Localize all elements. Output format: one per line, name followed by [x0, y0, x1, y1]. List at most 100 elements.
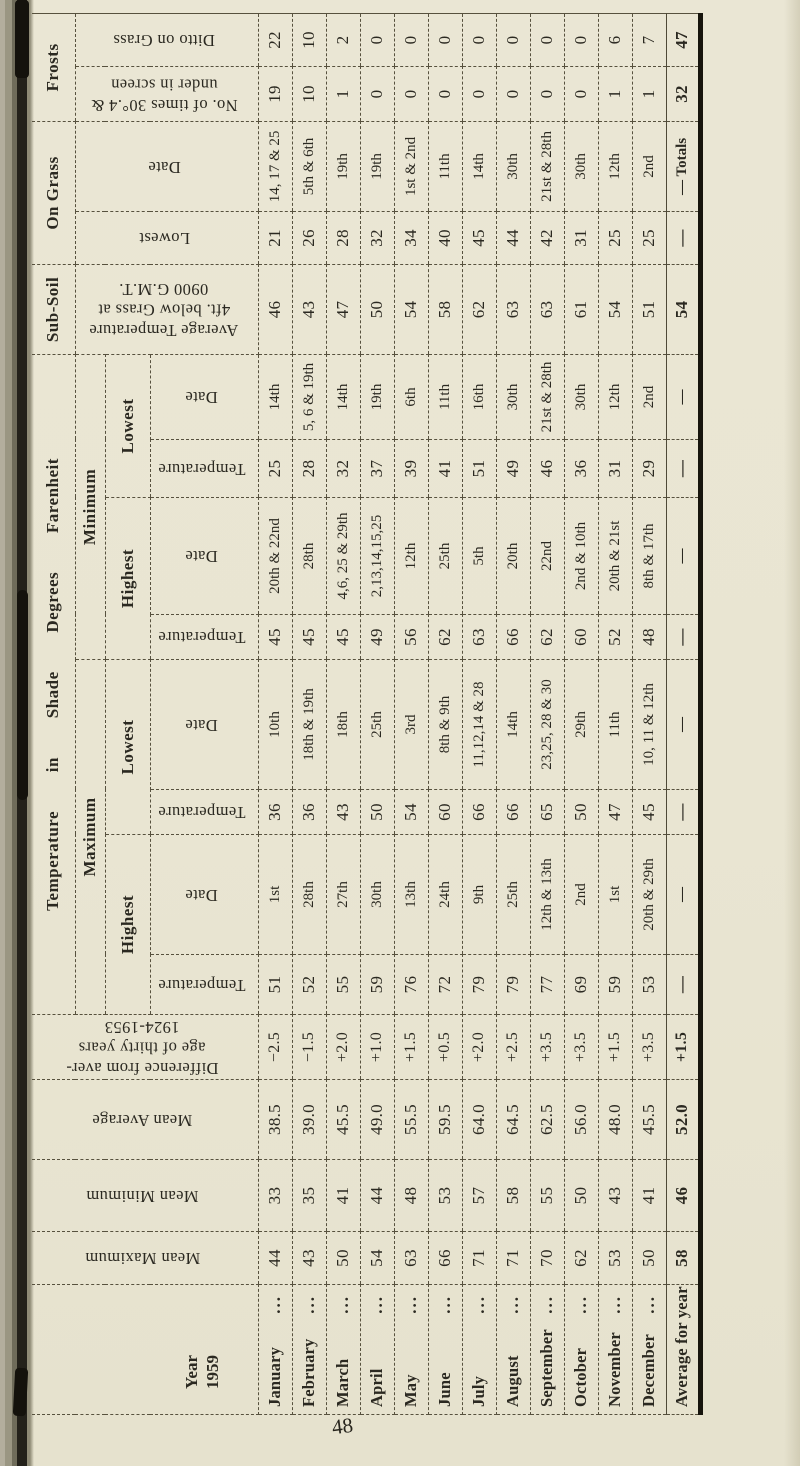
cell-frost-grass: 7: [632, 13, 666, 67]
cell-frost-grass: 0: [394, 13, 428, 67]
row-label: November...: [598, 1284, 632, 1415]
month-row: May... 63 48 55.5 +1.5 76 13th 54 3rd 56…: [394, 13, 428, 1415]
cell-grass-date: 19th: [360, 121, 394, 212]
cell-mean-minimum: 53: [428, 1159, 462, 1232]
rotated-table-container: Year 1959 Mean Maximum Mean Minimum Mean…: [32, 12, 704, 1415]
cell-mean-average: 55.5: [394, 1079, 428, 1160]
cell-min-lowest-date: 30th: [496, 354, 530, 440]
cell-subsoil: 54: [666, 264, 700, 355]
cell-difference: +3.5: [530, 1014, 564, 1080]
cell-grass-date: 19th: [326, 121, 360, 212]
cell-max-lowest-temp: 45: [632, 789, 666, 835]
weather-1959-table: Year 1959 Mean Maximum Mean Minimum Mean…: [32, 12, 703, 1415]
cell-min-highest-date: 20th: [496, 497, 530, 615]
cell-mean-average: 52.0: [666, 1079, 700, 1160]
subgroup-min-lowest: Lowest: [105, 354, 150, 498]
cell-max-highest-date: 1st: [598, 834, 632, 955]
col-header-grass-date: Date: [75, 121, 258, 212]
cell-frost-screen: 32: [666, 66, 700, 122]
cell-mean-minimum: 46: [666, 1159, 700, 1232]
cell-max-lowest-temp: 36: [292, 789, 326, 835]
cell-mean-minimum: 55: [530, 1159, 564, 1232]
cell-max-lowest-date: 18th: [326, 659, 360, 790]
month-row: September... 70 55 62.5 +3.5 77 12th & 1…: [530, 13, 564, 1415]
cell-grass-lowest: 34: [394, 211, 428, 265]
cell-mean-minimum: 50: [564, 1159, 598, 1232]
row-label: December...: [632, 1284, 666, 1415]
cell-min-lowest-temp: 31: [598, 439, 632, 498]
subgroup-min-highest: Highest: [105, 497, 150, 660]
cell-max-highest-date: 2nd: [564, 834, 598, 955]
cell-grass-date: 11th: [428, 121, 462, 212]
cell-min-lowest-temp: 41: [428, 439, 462, 498]
group-header-frosts: Frosts: [32, 13, 75, 122]
cell-mean-maximum: 62: [564, 1231, 598, 1285]
cell-frost-screen: 0: [530, 66, 564, 122]
row-label: January...: [258, 1284, 292, 1415]
month-row: January... 44 33 38.5 −2.5 51 1st 36 10t…: [258, 13, 292, 1415]
cell-grass-date: 5th & 6th: [292, 121, 326, 212]
cell-difference: +1.5: [666, 1014, 700, 1080]
cell-max-lowest-date: 10th: [258, 659, 292, 790]
cell-frost-screen: 0: [394, 66, 428, 122]
cell-frost-grass: 0: [530, 13, 564, 67]
cell-max-highest-temp: —: [666, 954, 700, 1015]
cell-min-highest-date: 25th: [428, 497, 462, 615]
cell-frost-grass: 0: [462, 13, 496, 67]
row-label: September...: [530, 1284, 564, 1415]
cell-max-lowest-date: —: [666, 659, 700, 790]
cell-mean-average: 49.0: [360, 1079, 394, 1160]
cell-max-highest-date: 9th: [462, 834, 496, 955]
cell-grass-date: 30th: [496, 121, 530, 212]
cell-mean-minimum: 35: [292, 1159, 326, 1232]
cell-min-lowest-temp: 28: [292, 439, 326, 498]
cell-subsoil: 63: [530, 264, 564, 355]
cell-grass-date: 30th: [564, 121, 598, 212]
col-header-difference: Difference from aver-age of thirty years…: [32, 1014, 258, 1080]
cell-mean-minimum: 44: [360, 1159, 394, 1232]
cell-min-lowest-date: —: [666, 354, 700, 440]
cell-subsoil: 51: [632, 264, 666, 355]
cell-max-lowest-temp: 66: [462, 789, 496, 835]
group-header-sub-soil: Sub-Soil: [32, 264, 75, 355]
cell-min-highest-temp: 60: [564, 614, 598, 660]
cell-max-highest-date: 24th: [428, 834, 462, 955]
cell-min-highest-temp: 49: [360, 614, 394, 660]
cell-grass-date: 14th: [462, 121, 496, 212]
cell-frost-screen: 1: [632, 66, 666, 122]
cell-mean-minimum: 41: [326, 1159, 360, 1232]
cell-max-highest-date: 1st: [258, 834, 292, 955]
corner-year-header: Year 1959: [32, 1284, 258, 1415]
cell-min-lowest-temp: 37: [360, 439, 394, 498]
cell-mean-average: 56.0: [564, 1079, 598, 1160]
cell-frost-grass: 22: [258, 13, 292, 67]
cell-min-lowest-temp: 51: [462, 439, 496, 498]
cell-grass-lowest: 26: [292, 211, 326, 265]
cell-subsoil: 58: [428, 264, 462, 355]
cell-mean-average: 62.5: [530, 1079, 564, 1160]
cell-min-lowest-date: 14th: [326, 354, 360, 440]
col-header-mean-average: Mean Average: [32, 1079, 258, 1160]
cell-mean-maximum: 50: [632, 1231, 666, 1285]
cell-max-highest-date: 13th: [394, 834, 428, 955]
cell-min-lowest-date: 5, 6 & 19th: [292, 354, 326, 440]
cell-max-highest-temp: 53: [632, 954, 666, 1015]
month-row: March... 50 41 45.5 +2.0 55 27th 43 18th…: [326, 13, 360, 1415]
cell-min-highest-temp: 62: [428, 614, 462, 660]
cell-mean-average: 39.0: [292, 1079, 326, 1160]
cell-min-highest-date: —: [666, 497, 700, 615]
cell-min-lowest-temp: 36: [564, 439, 598, 498]
col-header-temperature: Temperature: [150, 954, 258, 1015]
cell-mean-maximum: 44: [258, 1231, 292, 1285]
cell-grass-lowest: —: [666, 211, 700, 265]
col-header-mean-maximum: Mean Maximum: [32, 1231, 258, 1285]
col-header-temperature: Temperature: [150, 439, 258, 498]
cell-min-lowest-date: 11th: [428, 354, 462, 440]
cell-max-highest-temp: 79: [496, 954, 530, 1015]
cell-min-highest-temp: 52: [598, 614, 632, 660]
cell-max-highest-temp: 59: [360, 954, 394, 1015]
cell-subsoil: 54: [598, 264, 632, 355]
cell-min-lowest-temp: 39: [394, 439, 428, 498]
cell-grass-lowest: 28: [326, 211, 360, 265]
page-number: 48: [330, 1412, 355, 1440]
